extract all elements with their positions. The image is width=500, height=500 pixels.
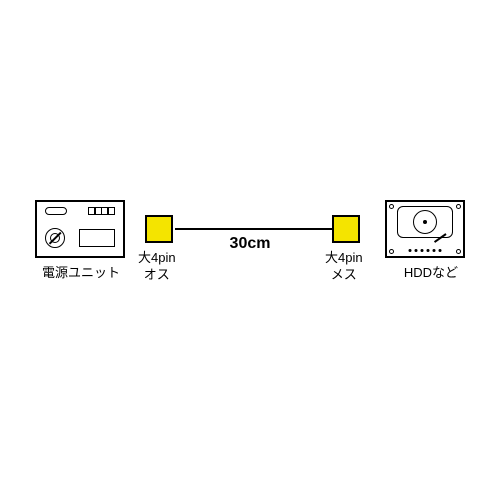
connector-female-icon	[332, 215, 360, 243]
hdd-label: HDDなど	[404, 265, 458, 282]
hdd-icon	[385, 200, 465, 258]
hdd-arm-icon	[434, 233, 447, 243]
psu-outlet	[79, 229, 115, 247]
hdd-screw-icon	[389, 249, 394, 254]
cable-line	[175, 228, 332, 230]
psu-label: 電源ユニット	[42, 265, 120, 282]
hdd-screw-icon	[456, 204, 461, 209]
connector-left-label-line2: オス	[144, 267, 170, 282]
cable-length-label: 30cm	[230, 234, 271, 255]
connector-male-icon	[145, 215, 173, 243]
cable-diagram: 電源ユニット 大4pin オス 30cm 大4pin メス HDDなど	[0, 200, 500, 320]
connector-right-label-line2: メス	[331, 267, 357, 282]
connector-left-label: 大4pin オス	[138, 250, 176, 284]
connector-right-label: 大4pin メス	[325, 250, 363, 284]
psu-switches	[88, 207, 116, 217]
connector-left-label-line1: 大4pin	[138, 250, 176, 265]
psu-top-detail	[45, 207, 115, 217]
psu-fan-icon	[45, 228, 65, 248]
hdd-platter-area	[397, 206, 453, 238]
psu-slot	[45, 207, 67, 215]
hdd-disc-icon	[413, 210, 437, 234]
psu-icon	[35, 200, 125, 258]
hdd-connector-dots	[409, 249, 442, 252]
psu-bottom-detail	[45, 226, 115, 250]
hdd-screw-icon	[456, 249, 461, 254]
connector-right-label-line1: 大4pin	[325, 250, 363, 265]
hdd-screw-icon	[389, 204, 394, 209]
